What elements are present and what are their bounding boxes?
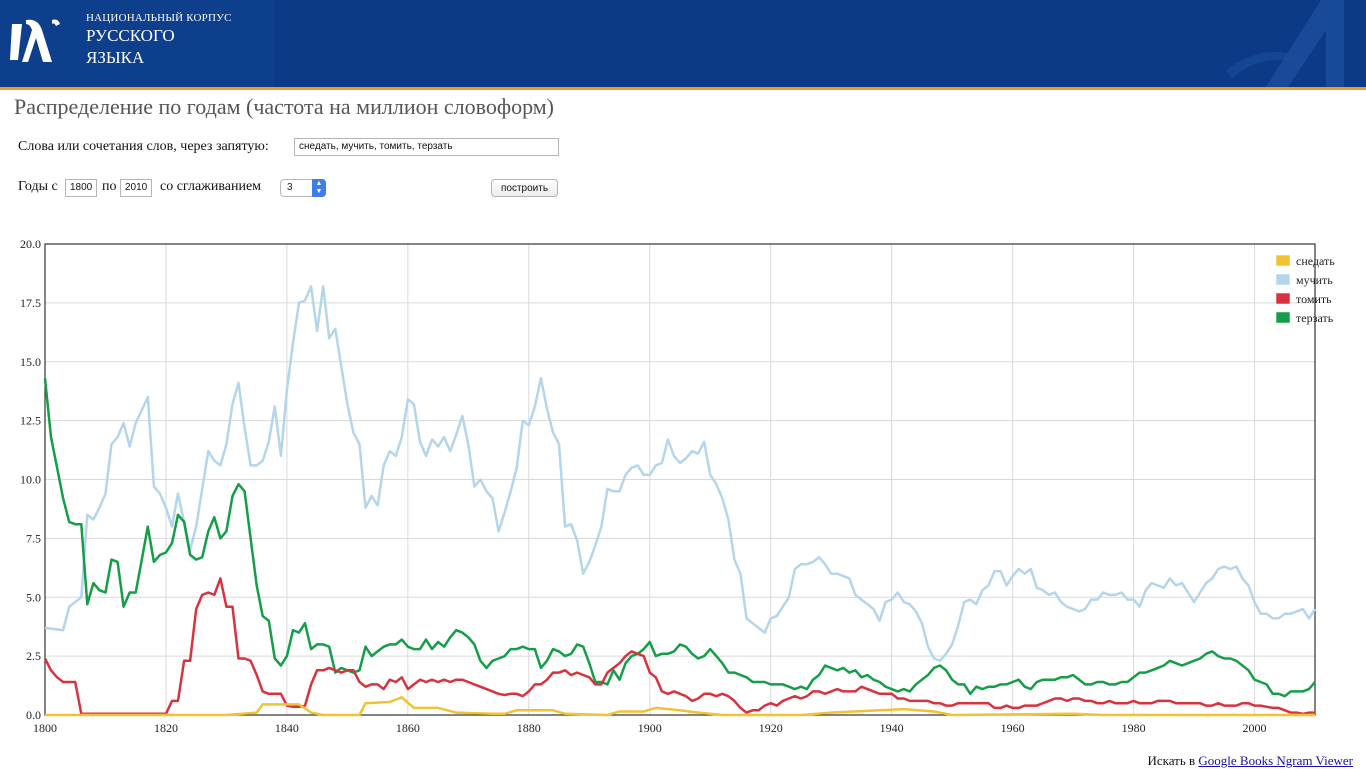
header-accent-line xyxy=(0,87,1366,90)
legend-swatch xyxy=(1275,292,1291,305)
frequency-chart: 0.0 2.5 5.0 7.5 10.0 12.5 15.0 17.5 20.0 1800 1820… xyxy=(20,237,1335,735)
y-tick-label: 5.0 xyxy=(26,590,41,604)
legend-swatch xyxy=(1275,273,1291,286)
x-tick-label: 2000 xyxy=(1243,721,1267,735)
y-tick-label: 20.0 xyxy=(20,237,41,251)
site-header: НАЦИОНАЛЬНЫЙ КОРПУС РУССКОГО ЯЗЫКА xyxy=(0,0,1366,87)
site-title[interactable]: НАЦИОНАЛЬНЫЙ КОРПУС РУССКОГО ЯЗЫКА xyxy=(86,12,232,69)
series-line-терзать xyxy=(43,378,1316,698)
y-tick-label: 2.5 xyxy=(26,649,41,663)
year-from-input[interactable] xyxy=(65,179,97,197)
smoothing-label: со сглаживанием xyxy=(160,179,262,194)
x-tick-label: 1840 xyxy=(275,721,299,735)
series-line-мучить xyxy=(44,285,1317,663)
x-tick-label: 1880 xyxy=(517,721,541,735)
y-tick-label: 0.0 xyxy=(26,708,41,722)
smoothing-value: 3 xyxy=(287,182,293,193)
years-from-label: Годы с xyxy=(18,179,58,194)
ngram-search-prefix: Искать в xyxy=(1147,753,1196,768)
y-tick-label: 7.5 xyxy=(26,531,41,545)
legend-swatch xyxy=(1275,311,1291,324)
legend-label: томить xyxy=(1296,292,1332,306)
y-tick-label: 17.5 xyxy=(20,296,41,310)
x-tick-label: 1980 xyxy=(1122,721,1146,735)
x-tick-label: 1960 xyxy=(1001,721,1025,735)
ngram-search-line: Искать в Google Books Ngram Viewer xyxy=(1147,753,1353,769)
ngram-viewer-link[interactable]: Google Books Ngram Viewer xyxy=(1198,753,1353,768)
site-title-line1: НАЦИОНАЛЬНЫЙ КОРПУС xyxy=(86,12,232,24)
x-tick-label: 1800 xyxy=(33,721,57,735)
x-tick-label: 1900 xyxy=(638,721,662,735)
header-watermark-icon xyxy=(1226,0,1344,87)
year-to-input[interactable] xyxy=(120,179,152,197)
y-tick-label: 12.5 xyxy=(20,414,41,428)
words-label: Слова или сочетания слов, через запятую: xyxy=(18,139,269,154)
words-input[interactable] xyxy=(294,138,559,156)
corpus-logo-icon[interactable] xyxy=(8,16,68,68)
y-tick-label: 10.0 xyxy=(20,473,41,487)
series-line-томить xyxy=(43,577,1315,716)
x-tick-label: 1860 xyxy=(396,721,420,735)
smoothing-select[interactable]: 3 ▲ ▼ xyxy=(280,179,326,197)
build-button[interactable]: построить xyxy=(491,179,558,197)
page-title: Распределение по годам (частота на милли… xyxy=(14,94,555,119)
site-title-line2: РУССКОГО xyxy=(86,26,175,45)
y-tick-label: 15.0 xyxy=(20,355,41,369)
legend-swatch xyxy=(1275,254,1291,267)
legend-label: терзать xyxy=(1296,311,1334,325)
x-tick-label: 1940 xyxy=(880,721,904,735)
select-arrows-icon: ▲ ▼ xyxy=(312,179,326,197)
x-tick-label: 1820 xyxy=(154,721,178,735)
series-line-снедать xyxy=(45,696,1315,717)
site-title-line3: ЯЗЫКА xyxy=(86,48,145,67)
legend-label: мучить xyxy=(1296,273,1333,287)
legend-label: снедать xyxy=(1296,254,1335,268)
x-tick-label: 1920 xyxy=(759,721,783,735)
years-to-label: по xyxy=(102,179,117,194)
plot-border xyxy=(44,243,1316,716)
